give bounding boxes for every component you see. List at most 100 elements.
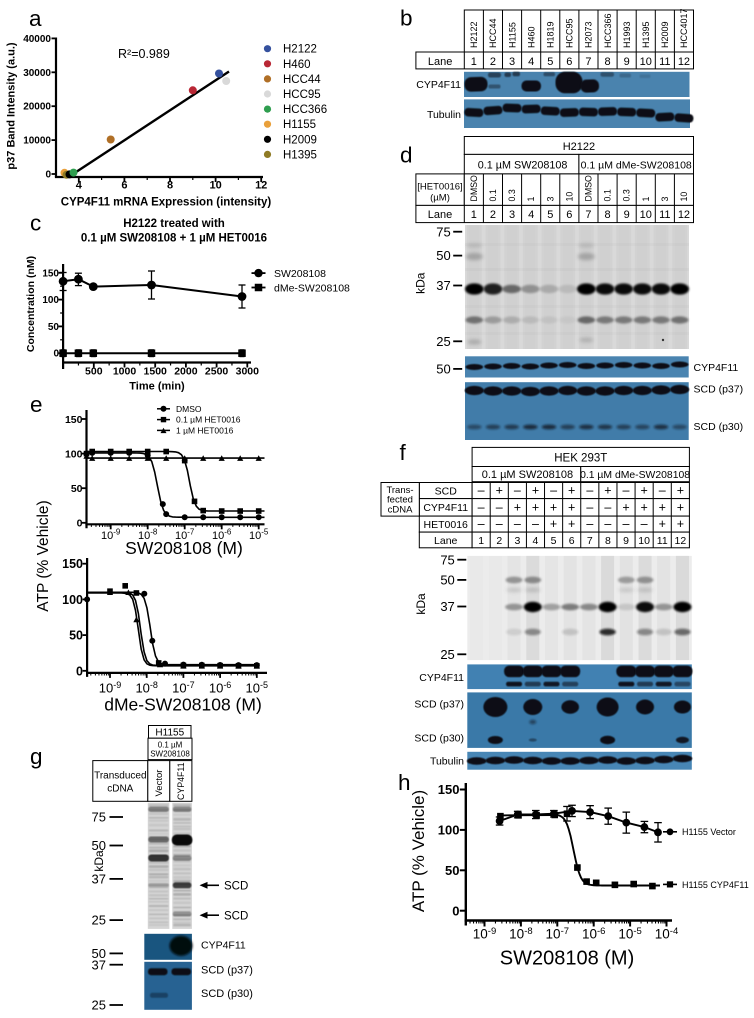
svg-text:3: 3 — [509, 56, 515, 68]
svg-text:SCD (p37): SCD (p37) — [201, 965, 253, 977]
svg-text:SCD (p30): SCD (p30) — [414, 733, 464, 745]
svg-text:0.1 µM dMe-SW208108: 0.1 µM dMe-SW208108 — [581, 160, 692, 172]
svg-text:37: 37 — [436, 278, 450, 293]
svg-text:150: 150 — [62, 557, 83, 571]
svg-text:H1395: H1395 — [641, 21, 651, 48]
svg-text:R²=0.989: R²=0.989 — [118, 47, 170, 61]
svg-text:HCC44: HCC44 — [283, 74, 321, 86]
svg-text:H1155: H1155 — [155, 727, 184, 738]
svg-text:7: 7 — [585, 56, 591, 68]
svg-text:11: 11 — [659, 56, 670, 68]
svg-text:0.1 µM SW208108: 0.1 µM SW208108 — [478, 160, 568, 172]
svg-text:8: 8 — [604, 209, 610, 221]
svg-text:2: 2 — [496, 535, 502, 547]
svg-text:H1155: H1155 — [507, 22, 517, 48]
svg-text:+: + — [604, 484, 611, 498]
svg-text:50: 50 — [71, 483, 83, 495]
svg-text:HCC366: HCC366 — [283, 104, 327, 116]
svg-text:0: 0 — [76, 664, 83, 678]
svg-text:HCC366: HCC366 — [603, 13, 613, 48]
svg-text:dMe-SW208108 (M): dMe-SW208108 (M) — [104, 695, 262, 715]
svg-text:150: 150 — [438, 782, 460, 797]
svg-text:–: – — [478, 517, 485, 531]
svg-text:0.1: 0.1 — [603, 189, 613, 201]
svg-text:50: 50 — [436, 248, 450, 263]
svg-text:dMe-SW208108: dMe-SW208108 — [274, 283, 350, 295]
svg-text:+: + — [496, 484, 503, 498]
svg-text:g: g — [30, 744, 43, 769]
svg-text:4: 4 — [76, 180, 83, 192]
svg-text:10: 10 — [640, 56, 652, 68]
svg-text:kDa: kDa — [414, 272, 428, 294]
svg-text:H1993: H1993 — [622, 21, 632, 48]
svg-text:50: 50 — [445, 863, 459, 878]
svg-text:50: 50 — [48, 322, 60, 333]
svg-text:12: 12 — [678, 209, 690, 221]
svg-text:DMSO: DMSO — [176, 404, 202, 414]
svg-text:CYP4F11: CYP4F11 — [176, 762, 186, 800]
svg-text:–: – — [586, 517, 593, 531]
svg-text:–: – — [586, 501, 593, 515]
svg-text:37: 37 — [92, 872, 106, 887]
svg-text:8: 8 — [167, 180, 173, 192]
svg-text:6: 6 — [566, 209, 572, 221]
svg-text:25: 25 — [440, 647, 454, 662]
svg-text:0.1 µM SW208108 + 1 µM HET0016: 0.1 µM SW208108 + 1 µM HET0016 — [81, 233, 267, 245]
svg-text:4: 4 — [528, 56, 534, 68]
svg-text:Lane: Lane — [428, 56, 452, 68]
svg-text:3: 3 — [514, 535, 520, 547]
svg-text:10000: 10000 — [23, 136, 51, 147]
svg-text:9: 9 — [623, 535, 629, 547]
svg-text:+: + — [677, 484, 684, 498]
svg-text:–: – — [623, 484, 630, 498]
svg-text:2500: 2500 — [205, 366, 229, 378]
svg-text:+: + — [659, 501, 666, 515]
svg-text:e: e — [30, 392, 43, 417]
svg-text:+: + — [659, 517, 666, 531]
svg-text:6: 6 — [569, 535, 575, 547]
svg-text:50: 50 — [69, 629, 83, 643]
svg-text:–: – — [623, 517, 630, 531]
svg-text:–: – — [496, 501, 503, 515]
svg-text:H460: H460 — [526, 26, 536, 48]
svg-text:10: 10 — [640, 209, 652, 221]
svg-text:12: 12 — [678, 56, 690, 68]
svg-text:H2073: H2073 — [584, 21, 594, 48]
svg-text:1: 1 — [478, 535, 484, 547]
svg-text:Concentration (nM): Concentration (nM) — [25, 256, 37, 352]
svg-text:0.1 µM: 0.1 µM — [158, 741, 183, 750]
svg-text:SCD: SCD — [435, 485, 458, 497]
svg-text:DMSO: DMSO — [583, 175, 593, 202]
svg-text:2000: 2000 — [174, 366, 198, 378]
svg-text:SCD (p37): SCD (p37) — [694, 384, 744, 396]
svg-text:3: 3 — [545, 197, 555, 202]
svg-text:3: 3 — [509, 209, 515, 221]
svg-text:SW208108: SW208108 — [274, 268, 326, 280]
svg-text:100: 100 — [438, 823, 460, 838]
svg-text:p37 Band Intensity (a.u.): p37 Band Intensity (a.u.) — [6, 42, 18, 169]
svg-text:150: 150 — [65, 414, 83, 426]
svg-text:CYP4F11: CYP4F11 — [201, 940, 246, 952]
svg-text:SCD: SCD — [224, 911, 248, 923]
svg-text:+: + — [640, 484, 647, 498]
svg-text:8: 8 — [604, 56, 610, 68]
svg-text:HCC44: HCC44 — [488, 18, 498, 48]
svg-text:0: 0 — [53, 349, 59, 360]
svg-text:–: – — [478, 501, 485, 515]
svg-text:75: 75 — [92, 810, 106, 825]
svg-text:12: 12 — [255, 180, 267, 192]
svg-text:SCD (p30): SCD (p30) — [201, 988, 253, 1000]
svg-text:cDNA: cDNA — [388, 505, 413, 516]
svg-text:HCC95: HCC95 — [565, 18, 575, 48]
svg-text:4: 4 — [533, 535, 539, 547]
svg-text:Vector: Vector — [154, 770, 165, 797]
svg-text:10: 10 — [679, 192, 689, 202]
svg-text:+: + — [550, 501, 557, 515]
svg-text:HET0016: HET0016 — [424, 519, 469, 531]
svg-text:SW208108 (M): SW208108 (M) — [500, 948, 635, 970]
svg-text:50: 50 — [92, 838, 106, 853]
svg-text:cDNA: cDNA — [107, 784, 133, 795]
svg-text:6: 6 — [566, 56, 572, 68]
svg-text:+: + — [568, 484, 575, 498]
svg-text:4: 4 — [528, 209, 534, 221]
